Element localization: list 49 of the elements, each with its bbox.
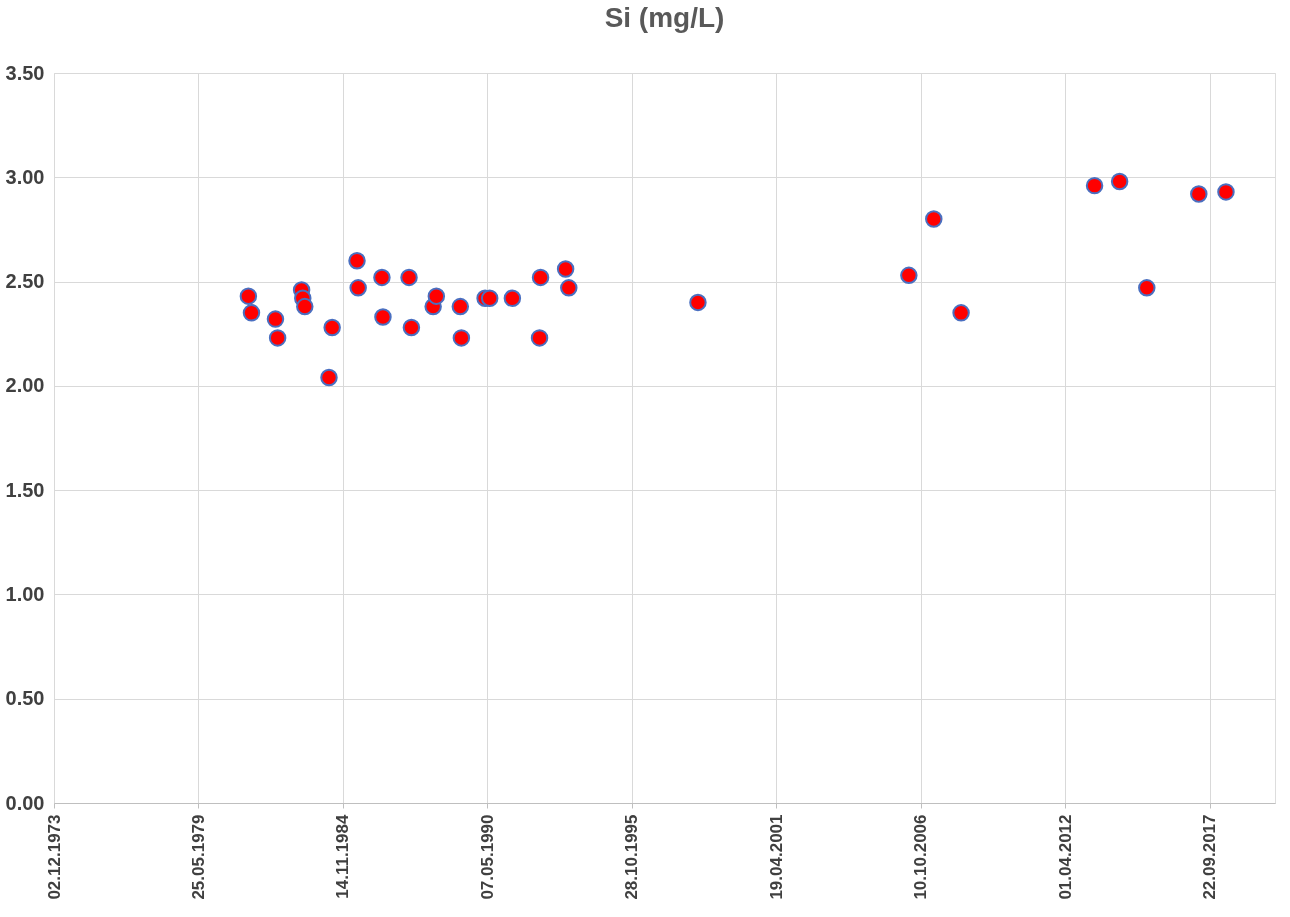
point (1085, 176, 1104, 195)
point (268, 329, 287, 347)
point (402, 318, 421, 337)
point (560, 279, 578, 297)
x-tick-label: 10.10.2006 (911, 814, 931, 900)
x-tick-label: 14.11.1984 (333, 813, 353, 899)
point (348, 251, 366, 270)
y-tick-label: 2.50 (5, 270, 45, 293)
point (242, 304, 261, 322)
point (531, 268, 550, 287)
point (1138, 279, 1156, 297)
point (400, 268, 418, 287)
y-tick-label: 0.00 (5, 791, 45, 814)
chart-title: Si (mg/L) (604, 2, 725, 33)
point (1217, 183, 1235, 201)
point (239, 287, 258, 305)
y-tick-label: 1.00 (5, 582, 45, 605)
point (374, 308, 392, 326)
y-tick-label: 0.50 (5, 687, 45, 710)
point (451, 297, 470, 316)
point (266, 310, 285, 328)
x-tick-label: 01.04.2012 (1055, 814, 1075, 900)
point (1190, 185, 1208, 203)
point (1110, 172, 1129, 191)
point (427, 287, 446, 305)
point (925, 210, 943, 228)
point (530, 329, 549, 347)
x-tick-label: 19.04.2001 (766, 814, 786, 900)
x-tick-label: 02.12.1973 (44, 814, 64, 900)
point (900, 266, 918, 285)
point (296, 297, 314, 316)
y-tick-label: 2.00 (5, 374, 45, 397)
point (349, 279, 367, 297)
point (556, 260, 575, 278)
point (373, 268, 391, 287)
x-tick-label: 22.09.2017 (1200, 814, 1220, 900)
point (952, 304, 970, 322)
point (323, 318, 341, 337)
point (480, 289, 499, 307)
point (503, 289, 522, 307)
y-tick-label: 3.00 (5, 165, 45, 188)
y-tick-label: 1.50 (5, 478, 45, 501)
x-tick-label: 25.05.1979 (188, 814, 208, 900)
point (320, 368, 338, 387)
point (452, 329, 471, 347)
y-tick-label: 3.50 (5, 61, 45, 84)
x-tick-label: 28.10.1995 (622, 814, 642, 900)
point (689, 293, 707, 312)
x-tick-label: 07.05.1990 (477, 814, 497, 900)
